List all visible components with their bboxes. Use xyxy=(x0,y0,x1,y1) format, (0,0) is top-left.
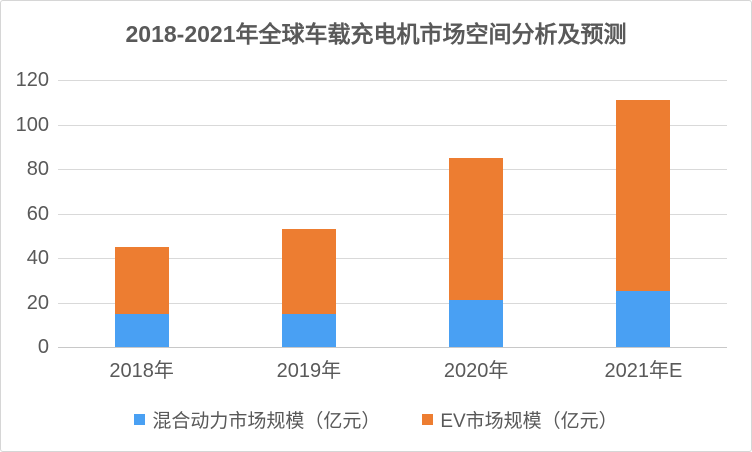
legend-label: EV市场规模（亿元） xyxy=(440,411,618,432)
bar-segment xyxy=(114,246,169,314)
bar-segment xyxy=(281,229,336,314)
plot-area xyxy=(58,80,727,348)
y-tick-label: 120 xyxy=(15,69,49,91)
gridline xyxy=(58,213,727,215)
bar-segment xyxy=(449,300,504,347)
gridline xyxy=(58,169,727,170)
bar-stack-2019年 xyxy=(281,229,336,347)
legend-item: 混合动力市场规模（亿元） xyxy=(134,406,380,433)
y-tick-label: 40 xyxy=(26,247,49,269)
chart-title: 2018-2021年全球车载充电机市场空间分析及预测 xyxy=(125,21,627,47)
bar-segment xyxy=(616,291,671,347)
x-tick-label: 2020年 xyxy=(443,360,509,382)
x-tick-label: 2021年E xyxy=(604,360,683,382)
legend-swatch-icon xyxy=(422,414,434,425)
legend-swatch-icon xyxy=(134,414,146,425)
bar-segment xyxy=(616,100,671,292)
bar-stack-2020年 xyxy=(449,157,504,347)
bar-stack-2018年 xyxy=(114,246,169,347)
y-tick-label: 60 xyxy=(26,202,49,225)
gridline xyxy=(58,302,727,304)
y-tick-label: 100 xyxy=(15,113,49,136)
bar-segment xyxy=(449,157,504,301)
gridline xyxy=(58,258,727,259)
gridline xyxy=(58,124,727,126)
bar-segment xyxy=(281,313,336,347)
legend: 混合动力市场规模（亿元） EV市场规模（亿元） xyxy=(1,406,751,433)
gridline xyxy=(58,80,727,81)
y-tick-label: 20 xyxy=(26,291,49,314)
legend-label: 混合动力市场规模（亿元） xyxy=(152,411,381,432)
y-tick-label: 0 xyxy=(37,336,49,358)
bar-segment xyxy=(114,313,169,347)
legend-item: EV市场规模（亿元） xyxy=(422,406,618,433)
bar-stack-2021年E xyxy=(616,100,671,347)
y-tick-label: 80 xyxy=(26,158,49,180)
x-tick-label: 2019年 xyxy=(276,360,342,382)
x-tick-label: 2018年 xyxy=(109,360,174,382)
x-axis-line xyxy=(58,347,727,348)
